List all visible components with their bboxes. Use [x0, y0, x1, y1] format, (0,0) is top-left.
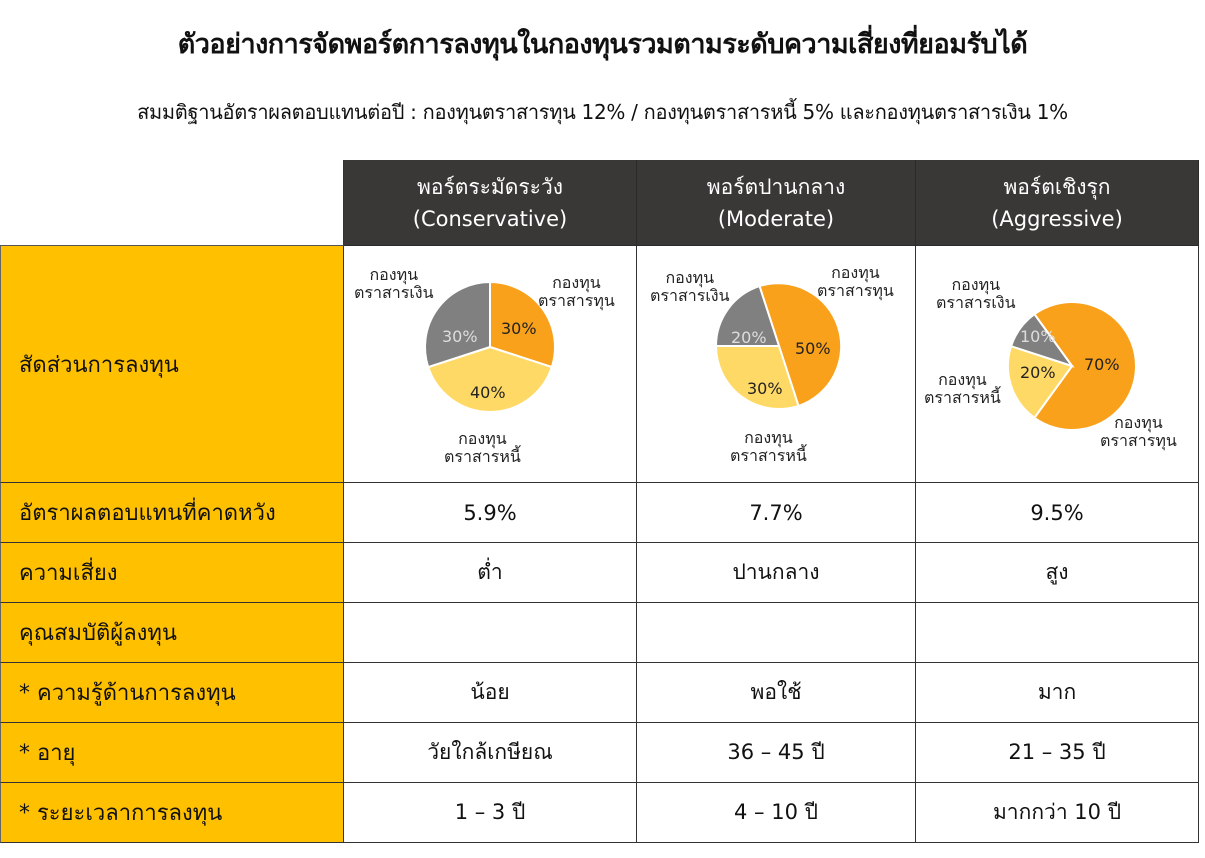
table-cell: วัยใกล้เกษียณ	[344, 723, 637, 783]
portfolio-table: พอร์ตระมัดระวัง (Conservative) พอร์ตปานก…	[0, 160, 1199, 843]
row-label: * ความรู้ด้านการลงทุน	[0, 663, 344, 723]
header-moderate: พอร์ตปานกลาง (Moderate)	[637, 160, 916, 246]
slice-label: 50%	[795, 339, 831, 358]
table-row-risk: ความเสี่ยง ต่ำ ปานกลาง สูง	[0, 543, 1199, 603]
row-label: ความเสี่ยง	[0, 543, 344, 603]
table-row-expected-return: อัตราผลตอบแทนที่คาดหวัง 5.9% 7.7% 9.5%	[0, 483, 1199, 543]
header-th: พอร์ตเชิงรุก	[1003, 174, 1111, 199]
equity-fund-label: กองทุน ตราสารทุน	[538, 273, 615, 310]
slice-label: 20%	[731, 328, 767, 347]
row-label: สัดส่วนการลงทุน	[0, 246, 344, 483]
row-label: อัตราผลตอบแทนที่คาดหวัง	[0, 483, 344, 543]
page-title: ตัวอย่างการจัดพอร์ตการลงทุนในกองทุนรวมตา…	[177, 29, 1028, 60]
slice-label: 30%	[747, 379, 783, 398]
table-cell: ปานกลาง	[637, 543, 916, 603]
table-cell: 1 – 3 ปี	[344, 783, 637, 843]
header-empty-cell	[0, 160, 344, 246]
table-header-row: พอร์ตระมัดระวัง (Conservative) พอร์ตปานก…	[0, 160, 1199, 246]
pie-cell-aggressive: 70% 20% 10% กองทุน ตราสารทุน กองทุน ตราสาร…	[916, 246, 1199, 483]
table-cell: 5.9%	[344, 483, 637, 543]
table-cell: พอใช้	[637, 663, 916, 723]
row-label: * อายุ	[0, 723, 344, 783]
bond-fund-label: กองทุน ตราสารหนี้	[444, 429, 521, 466]
header-aggressive: พอร์ตเชิงรุก (Aggressive)	[916, 160, 1199, 246]
table-cell: มากกว่า 10 ปี	[916, 783, 1199, 843]
table-cell: 21 – 35 ปี	[916, 723, 1199, 783]
row-label: คุณสมบัติผู้ลงทุน	[0, 603, 344, 663]
pie-chart-conservative	[424, 280, 556, 413]
table-cell	[344, 603, 637, 663]
row-label: * ระยะเวลาการลงทุน	[0, 783, 344, 843]
table-cell: 36 – 45 ปี	[637, 723, 916, 783]
header-th: พอร์ตระมัดระวัง	[416, 174, 563, 199]
header-en: (Aggressive)	[991, 206, 1123, 231]
table-cell: ต่ำ	[344, 543, 637, 603]
table-row-horizon: * ระยะเวลาการลงทุน 1 – 3 ปี 4 – 10 ปี มา…	[0, 783, 1199, 843]
table-row-allocation: สัดส่วนการลงทุน 30% 40% 30% กองทุน ตราสาร…	[0, 246, 1199, 483]
pie-cell-moderate: 50% 30% 20% กองทุน ตราสารทุน กองทุน ตราสาร…	[637, 246, 916, 483]
table-cell: 9.5%	[916, 483, 1199, 543]
slice-label: 70%	[1084, 355, 1120, 374]
table-cell: มาก	[916, 663, 1199, 723]
money-fund-label: กองทุน ตราสารเงิน	[650, 268, 730, 305]
equity-fund-label: กองทุน ตราสารทุน	[1100, 413, 1177, 450]
slice-label: 20%	[1020, 363, 1056, 382]
money-fund-label: กองทุน ตราสารเงิน	[354, 265, 434, 302]
table-row-age: * อายุ วัยใกล้เกษียณ 36 – 45 ปี 21 – 35 …	[0, 723, 1199, 783]
table-cell: 4 – 10 ปี	[637, 783, 916, 843]
table-row-knowledge: * ความรู้ด้านการลงทุน น้อย พอใช้ มาก	[0, 663, 1199, 723]
pie-chart-moderate	[714, 282, 843, 410]
money-fund-label: กองทุน ตราสารเงิน	[936, 275, 1016, 312]
table-cell	[637, 603, 916, 663]
header-conservative: พอร์ตระมัดระวัง (Conservative)	[344, 160, 637, 246]
table-cell	[916, 603, 1199, 663]
equity-fund-label: กองทุน ตราสารทุน	[817, 263, 894, 300]
header-en: (Moderate)	[717, 206, 835, 231]
header-en: (Conservative)	[412, 206, 568, 231]
pie-chart-aggressive	[1006, 301, 1137, 431]
header-th: พอร์ตปานกลาง	[706, 174, 846, 199]
table-cell: สูง	[916, 543, 1199, 603]
assumption-subtitle: สมมติฐานอัตราผลตอบแทนต่อปี : กองทุนตราสา…	[137, 100, 1068, 124]
table-cell: น้อย	[344, 663, 637, 723]
table-cell: 7.7%	[637, 483, 916, 543]
table-row-investor-profile: คุณสมบัติผู้ลงทุน	[0, 603, 1199, 663]
pie-cell-conservative: 30% 40% 30% กองทุน ตราสารทุน กองทุน ตราสาร…	[344, 246, 637, 483]
bond-fund-label: กองทุน ตราสารหนี้	[924, 370, 1001, 407]
slice-label: 30%	[501, 319, 537, 338]
bond-fund-label: กองทุน ตราสารหนี้	[730, 428, 807, 465]
slice-label: 30%	[442, 327, 478, 346]
slice-label: 40%	[470, 383, 506, 402]
slice-label: 10%	[1020, 327, 1056, 346]
